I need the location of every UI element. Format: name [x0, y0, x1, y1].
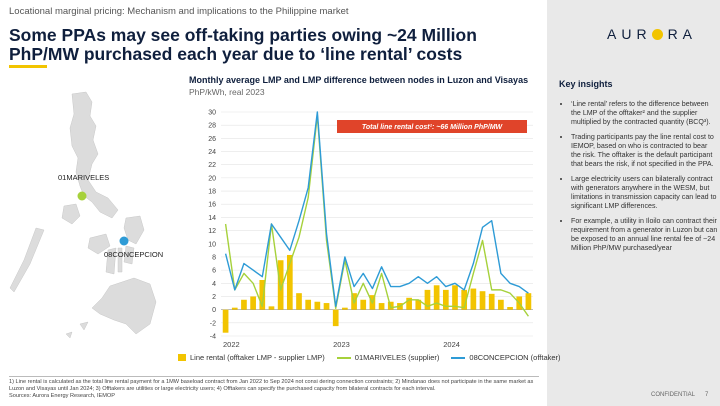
line-rental-bar: [442, 289, 449, 310]
y-tick-label: -4: [210, 334, 216, 341]
legend-item-concepcion: 08CONCEPCION (offtaker): [451, 353, 561, 362]
page-number: 7: [705, 392, 709, 398]
line-rental-bar: [452, 285, 458, 310]
y-tick-label: 10: [208, 241, 216, 248]
y-tick-label: 24: [208, 149, 216, 156]
legend-swatch-bar: [178, 354, 186, 361]
line-rental-bar: [479, 291, 486, 310]
insights-title: Key insights: [559, 79, 613, 89]
line-rental-bar: [314, 301, 321, 310]
logo-text-right: RA: [667, 26, 698, 42]
line-rental-bar: [231, 307, 238, 310]
line-rental-bar: [268, 306, 275, 310]
line-rental-bar: [498, 299, 504, 310]
y-tick-label: 20: [208, 175, 216, 182]
concepcion-series-line: [224, 111, 529, 308]
x-tick-label: 2023: [333, 340, 350, 349]
line-rental-bar: [305, 299, 312, 310]
line-rental-bar: [507, 307, 513, 310]
line-rental-bar: [433, 285, 440, 310]
headline-accent-bar: [9, 65, 47, 68]
y-tick-label: 6: [212, 268, 216, 275]
sources-text: Sources: Aurora Energy Research, IEMOP: [9, 393, 116, 399]
philippines-map-shape: [9, 91, 157, 339]
line-rental-bar: [259, 280, 266, 310]
line-rental-bar: [488, 293, 495, 310]
line-rental-bar: [296, 293, 302, 310]
insights-list: ‘Line rental’ refers to the difference b…: [559, 100, 719, 259]
right-sidebar-panel: [547, 0, 720, 406]
legend-label-line-rental: Line rental (offtaker LMP - supplier LMP…: [190, 353, 325, 362]
y-tick-label: 16: [208, 202, 216, 209]
legend-swatch-concepcion: [451, 356, 466, 359]
y-tick-label: 12: [208, 228, 216, 235]
y-tick-label: 2: [212, 294, 216, 301]
y-tick-label: 0: [212, 307, 216, 314]
y-tick-label: 28: [208, 123, 216, 130]
line-rental-bar: [323, 303, 330, 310]
y-tick-label: 18: [208, 189, 216, 196]
line-rental-bar: [406, 297, 412, 310]
line-rental-bar: [461, 289, 468, 310]
logo-dot-icon: [651, 28, 663, 40]
line-rental-bar: [241, 299, 247, 310]
legend-label-mariveles: 01MARIVELES (supplier): [354, 353, 440, 362]
concepcion-node-marker: [119, 236, 129, 246]
line-rental-bar: [415, 299, 422, 310]
y-tick-label: 4: [212, 281, 216, 288]
x-tick-label: 2024: [443, 340, 460, 349]
line-rental-bar: [332, 309, 339, 327]
y-tick-label: 22: [208, 162, 216, 169]
insight-item: Trading participants pay the line rental…: [571, 133, 719, 169]
y-tick-label: 14: [208, 215, 216, 222]
philippines-map: 01MARIVELES 08CONCEPCION: [0, 88, 190, 388]
line-rental-bar: [222, 309, 229, 333]
chart-title: Monthly average LMP and LMP difference b…: [189, 75, 529, 85]
line-rental-bar: [250, 296, 256, 310]
line-rental-bar: [286, 254, 293, 310]
footnote-divider: [9, 376, 539, 377]
y-tick-label: 26: [208, 136, 216, 143]
legend-item-mariveles: 01MARIVELES (supplier): [336, 353, 440, 362]
confidential-label: CONFIDENTIAL: [651, 392, 696, 398]
legend-swatch-mariveles: [336, 356, 351, 359]
insight-item: Large electricity users can bilaterally …: [571, 175, 719, 211]
aurora-logo: AUR RA: [607, 26, 697, 42]
chart-unit-label: PhP/kWh, real 2023: [189, 87, 265, 97]
logo-text-left: AUR: [607, 26, 652, 42]
line-rental-bar: [342, 307, 348, 310]
mariveles-series-line: [224, 114, 529, 317]
page-headline: Some PPAs may see off-taking parties owi…: [9, 25, 477, 64]
concepcion-label: 08CONCEPCION: [104, 250, 164, 259]
chart-legend: Line rental (offtaker LMP - supplier LMP…: [178, 353, 561, 362]
y-tick-label: -2: [210, 320, 216, 327]
mariveles-label: 01MARIVELES: [58, 173, 110, 182]
legend-item-line-rental: Line rental (offtaker LMP - supplier LMP…: [178, 353, 325, 362]
line-rental-bar: [378, 303, 385, 310]
line-rental-bar: [424, 289, 431, 310]
section-subtitle: Locational marginal pricing: Mechanism a…: [9, 6, 349, 17]
line-rental-bar: [525, 293, 532, 310]
line-rental-bar: [470, 288, 477, 310]
y-tick-label: 8: [212, 254, 216, 261]
y-tick-label: 30: [208, 110, 216, 117]
legend-label-concepcion: 08CONCEPCION (offtaker): [469, 353, 561, 362]
mariveles-node-marker: [77, 191, 87, 201]
line-rental-bar: [360, 299, 367, 310]
x-tick-label: 2022: [223, 340, 240, 349]
annotation-box: [337, 120, 527, 133]
footnote-text: 1) Line rental is calculated as the tota…: [9, 379, 534, 392]
annotation-text: Total line rental cost¹: ~66 Million PhP…: [362, 124, 504, 131]
insight-item: ‘Line rental’ refers to the difference b…: [571, 100, 719, 127]
footnotes: 1) Line rental is calculated as the tota…: [9, 379, 539, 400]
insight-item: For example, a utility in Iloilo can con…: [571, 217, 719, 253]
